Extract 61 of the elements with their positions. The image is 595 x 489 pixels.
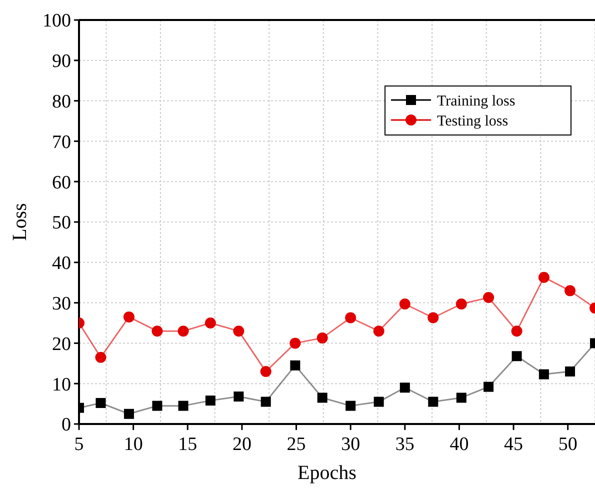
point: [124, 408, 134, 419]
point: [373, 326, 384, 337]
point: [428, 312, 439, 324]
y-tick-label: 100: [42, 10, 71, 32]
x-axis-title: Epochs: [298, 462, 357, 484]
point: [290, 360, 300, 370]
y-tick-label: 80: [52, 91, 71, 112]
y-tick-label: 70: [52, 132, 71, 153]
y-tick-label: 10: [52, 374, 71, 396]
x-tick-label: 25: [286, 434, 306, 455]
point: [316, 332, 328, 344]
point: [511, 326, 522, 337]
point: [152, 326, 163, 337]
point: [564, 285, 576, 296]
point: [428, 396, 438, 407]
point: [152, 400, 162, 411]
point: [95, 352, 106, 363]
point: [96, 398, 106, 408]
point: [317, 392, 328, 403]
x-tick-label: 15: [178, 434, 198, 455]
x-tick-label: 50: [558, 434, 578, 455]
point: [260, 396, 271, 407]
y-tick-label: 20: [52, 334, 71, 355]
point: [123, 311, 134, 322]
point: [512, 351, 522, 362]
y-tick-label: 30: [52, 293, 71, 314]
y-tick-label: 0: [62, 414, 71, 436]
point: [538, 272, 550, 283]
point: [456, 298, 467, 310]
point: [400, 382, 410, 393]
y-tick-label: 40: [52, 253, 71, 274]
point: [346, 400, 356, 411]
point: [565, 366, 576, 376]
point: [538, 369, 549, 380]
y-tick-label: 50: [52, 212, 71, 234]
x-tick-label: 5: [74, 434, 84, 455]
x-tick-label: 35: [395, 434, 414, 455]
point: [234, 392, 244, 402]
point: [290, 338, 301, 349]
point: [260, 366, 272, 377]
point: [204, 318, 216, 328]
y-axis-title: Loss: [9, 202, 31, 241]
point: [484, 382, 494, 392]
y-tick-label: 60: [52, 172, 71, 194]
point: [483, 292, 494, 304]
point: [233, 326, 244, 337]
x-tick-label: 40: [450, 434, 469, 455]
point: [178, 400, 188, 411]
y-tick-label: 90: [52, 51, 71, 72]
point: [345, 312, 356, 324]
x-tick-label: 45: [504, 434, 524, 455]
x-tick-label: 30: [341, 434, 360, 455]
legend-label: Testing loss: [437, 113, 508, 130]
legend-label: Training loss: [437, 93, 516, 110]
point: [456, 392, 466, 403]
point: [374, 396, 384, 407]
point: [178, 326, 189, 337]
x-tick-label: 10: [124, 434, 143, 455]
point: [399, 298, 410, 310]
point: [205, 396, 216, 406]
x-tick-label: 20: [232, 434, 252, 455]
